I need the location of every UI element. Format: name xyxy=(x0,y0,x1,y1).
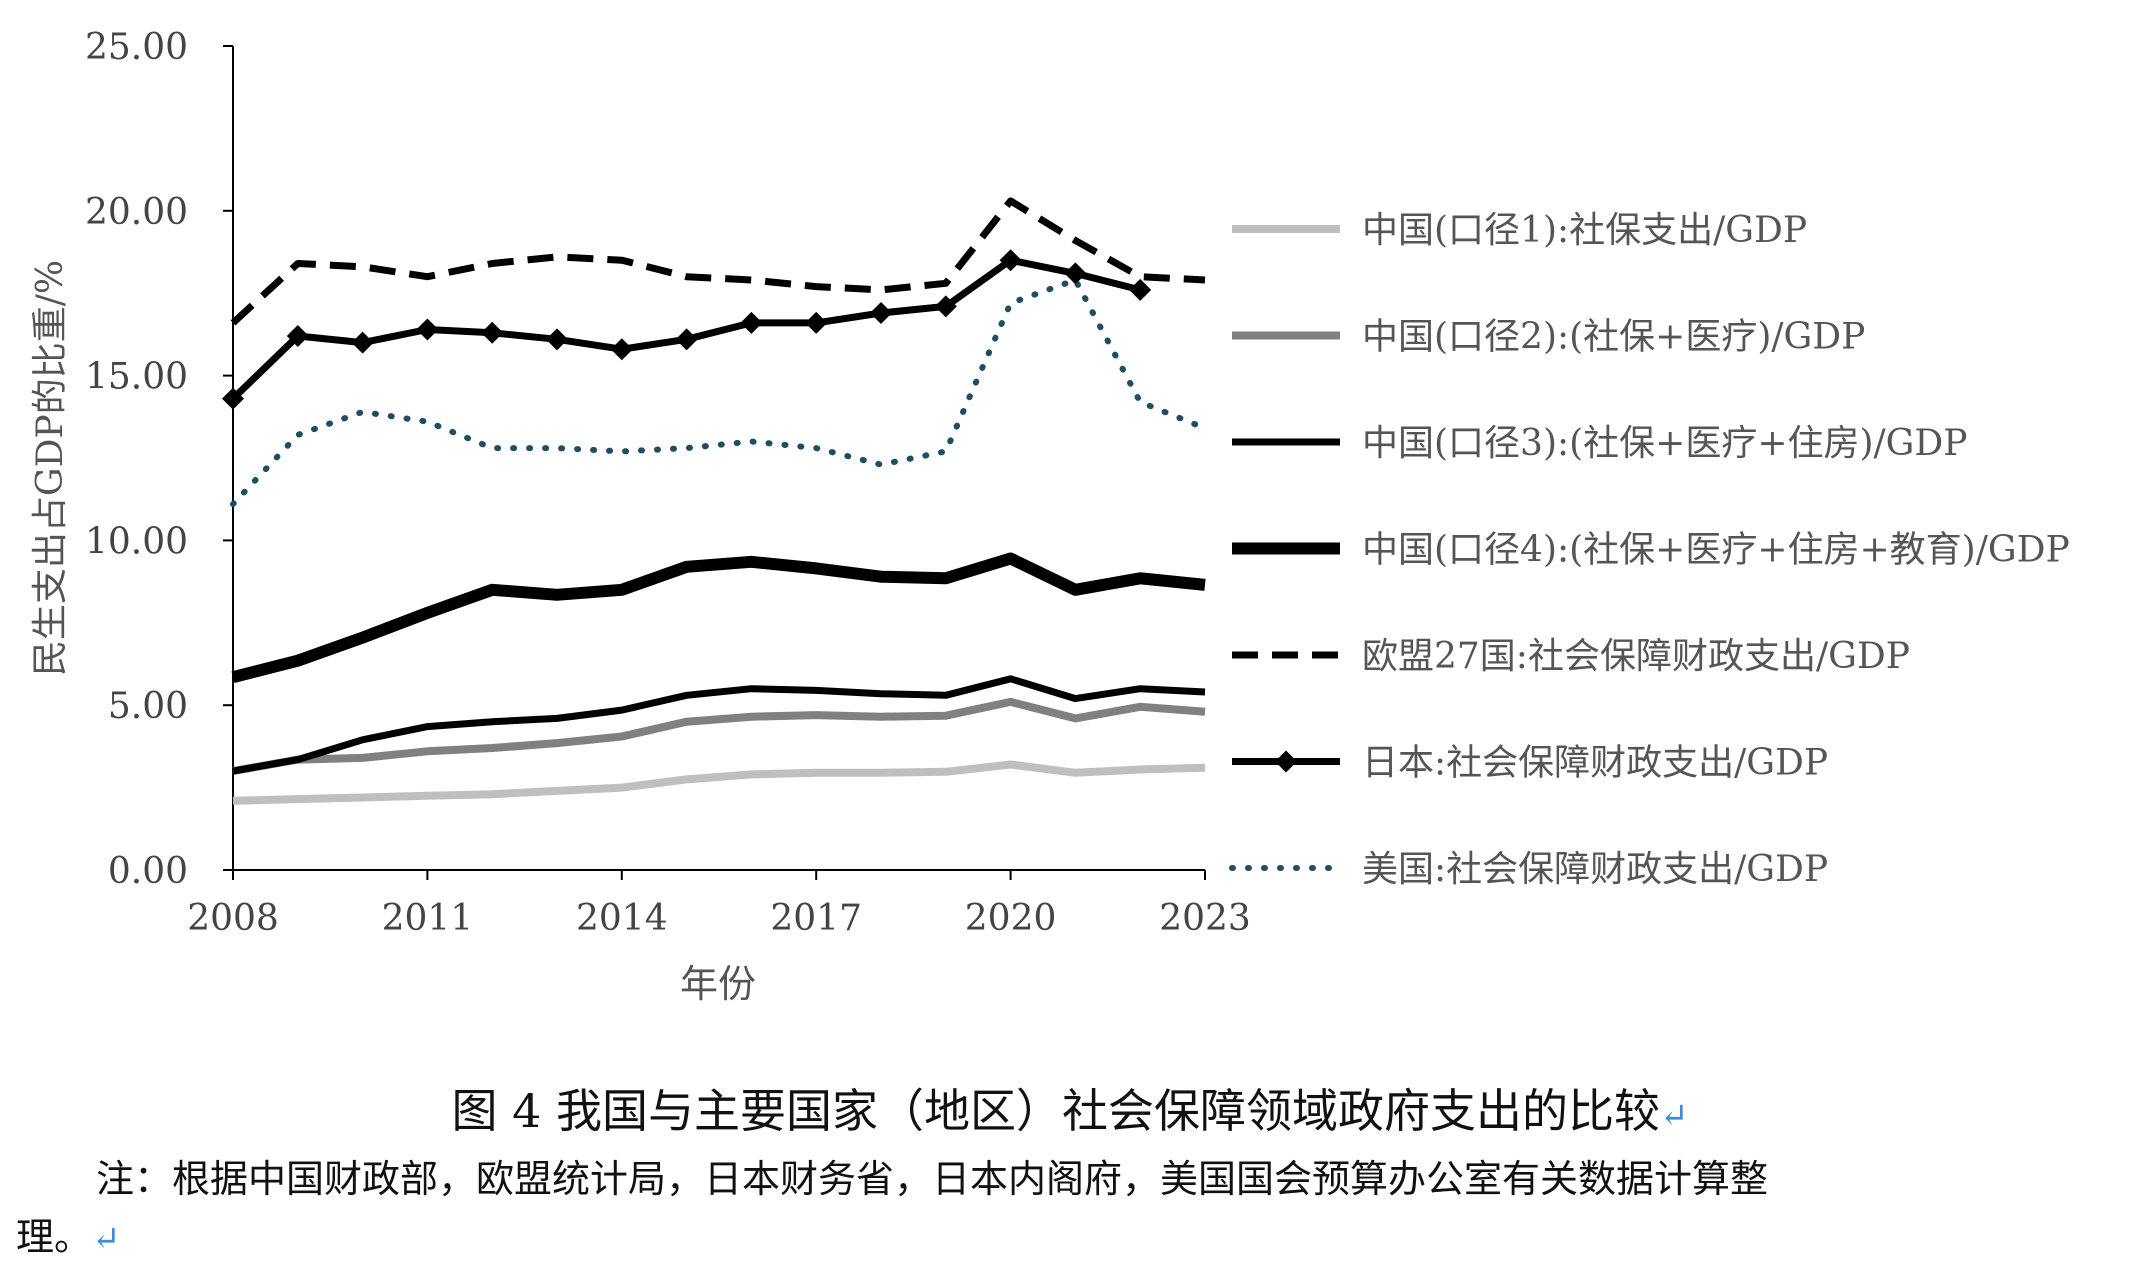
legend-label: 日本:社会保障财政支出/GDP xyxy=(1362,743,1828,784)
data-point-marker xyxy=(870,301,892,324)
y-tick-label: 10.00 xyxy=(85,521,188,562)
x-axis-label: 年份 xyxy=(680,962,756,1006)
series-3 xyxy=(232,675,1206,775)
x-tick-label: 2011 xyxy=(382,898,474,939)
legend-item: 中国(口径3):(社保+医疗+住房)/GDP xyxy=(1232,423,1968,464)
y-tick-label: 15.00 xyxy=(85,357,188,398)
y-axis-label: 民生支出占GDP的比重/% xyxy=(30,260,71,676)
series-2 xyxy=(232,697,1206,776)
series-line xyxy=(232,675,1206,775)
legend-label: 中国(口径1):社保支出/GDP xyxy=(1362,210,1807,251)
series-7 xyxy=(230,277,1208,508)
y-tick-label: 20.00 xyxy=(85,192,188,233)
data-point-marker xyxy=(1129,278,1152,301)
series-line xyxy=(230,277,1208,508)
data-point-marker xyxy=(286,325,309,348)
note-line-2: 理。 xyxy=(16,1215,93,1259)
legend-label: 中国(口径2):(社保+医疗)/GDP xyxy=(1362,317,1865,358)
data-point-marker xyxy=(934,295,957,318)
data-point-marker xyxy=(999,249,1022,272)
legend-item: 欧盟27国:社会保障财政支出/GDP xyxy=(1232,636,1910,677)
series-line xyxy=(232,697,1206,776)
legend-label: 美国:社会保障财政支出/GDP xyxy=(1362,849,1828,890)
data-point-marker xyxy=(416,318,439,341)
series-6 xyxy=(222,249,1152,410)
legend-label: 中国(口径3):(社保+医疗+住房)/GDP xyxy=(1362,423,1968,464)
data-point-marker xyxy=(222,387,244,410)
x-tick-label: 2023 xyxy=(1159,898,1251,939)
data-point-marker xyxy=(740,311,763,334)
chart-axes xyxy=(232,46,1205,871)
figure-caption: 图 4 我国与主要国家（地区）社会保障领域政府支出的比较↵ xyxy=(0,1075,2140,1141)
figure-note: 注：根据中国财政部，欧盟统计局，日本财务省，日本内阁府，美国国会预算办公室有关数… xyxy=(16,1150,2116,1268)
legend-label: 中国(口径4):(社保+医疗+住房+教育)/GDP xyxy=(1362,530,2070,571)
note-line-1: 注：根据中国财政部，欧盟统计局，日本财务省，日本内阁府，美国国会预算办公室有关数… xyxy=(96,1157,1769,1201)
return-mark-icon: ↵ xyxy=(92,1219,121,1259)
legend-item: 日本:社会保障财政支出/GDP xyxy=(1232,743,1828,784)
x-tick-label: 2017 xyxy=(770,898,862,939)
x-tick-label: 2014 xyxy=(576,898,668,939)
y-tick-label: 5.00 xyxy=(108,686,188,727)
series-line xyxy=(231,552,1206,684)
data-point-marker xyxy=(1064,262,1087,285)
legend-label: 欧盟27国:社会保障财政支出/GDP xyxy=(1362,636,1910,677)
x-axis-ticks: 2008 2011 2014 2017 2020 2023 xyxy=(187,870,1251,939)
data-point-marker xyxy=(481,321,504,344)
legend: 中国(口径1):社保支出/GDP 中国(口径2):(社保+医疗)/GDP 中国(口径… xyxy=(1229,210,2070,890)
caption-text: 图 4 我国与主要国家（地区）社会保障领域政府支出的比较 xyxy=(451,1084,1660,1138)
y-axis-ticks: 0.00 5.00 10.00 15.00 20.00 25.00 xyxy=(85,27,233,892)
series-1 xyxy=(232,760,1206,805)
series-5 xyxy=(230,197,1206,326)
series-line xyxy=(232,760,1206,805)
x-tick-label: 2020 xyxy=(965,898,1057,939)
series-4 xyxy=(231,552,1206,684)
y-tick-label: 0.00 xyxy=(108,851,188,892)
return-mark-icon: ↵ xyxy=(1660,1096,1689,1136)
series-line xyxy=(230,197,1206,326)
legend-item: 美国:社会保障财政支出/GDP xyxy=(1229,849,1828,890)
legend-marker xyxy=(1275,750,1297,773)
data-point-marker xyxy=(610,338,633,361)
y-tick-label: 25.00 xyxy=(85,27,188,68)
data-point-marker xyxy=(805,311,828,334)
data-point-marker xyxy=(351,331,374,354)
x-tick-label: 2008 xyxy=(187,898,279,939)
legend-item: 中国(口径4):(社保+医疗+住房+教育)/GDP xyxy=(1232,530,2070,571)
legend-item: 中国(口径2):(社保+医疗)/GDP xyxy=(1232,317,1865,358)
series-layer xyxy=(222,197,1208,805)
legend-item: 中国(口径1):社保支出/GDP xyxy=(1232,210,1807,251)
data-point-marker xyxy=(675,328,698,351)
data-point-marker xyxy=(546,328,568,351)
